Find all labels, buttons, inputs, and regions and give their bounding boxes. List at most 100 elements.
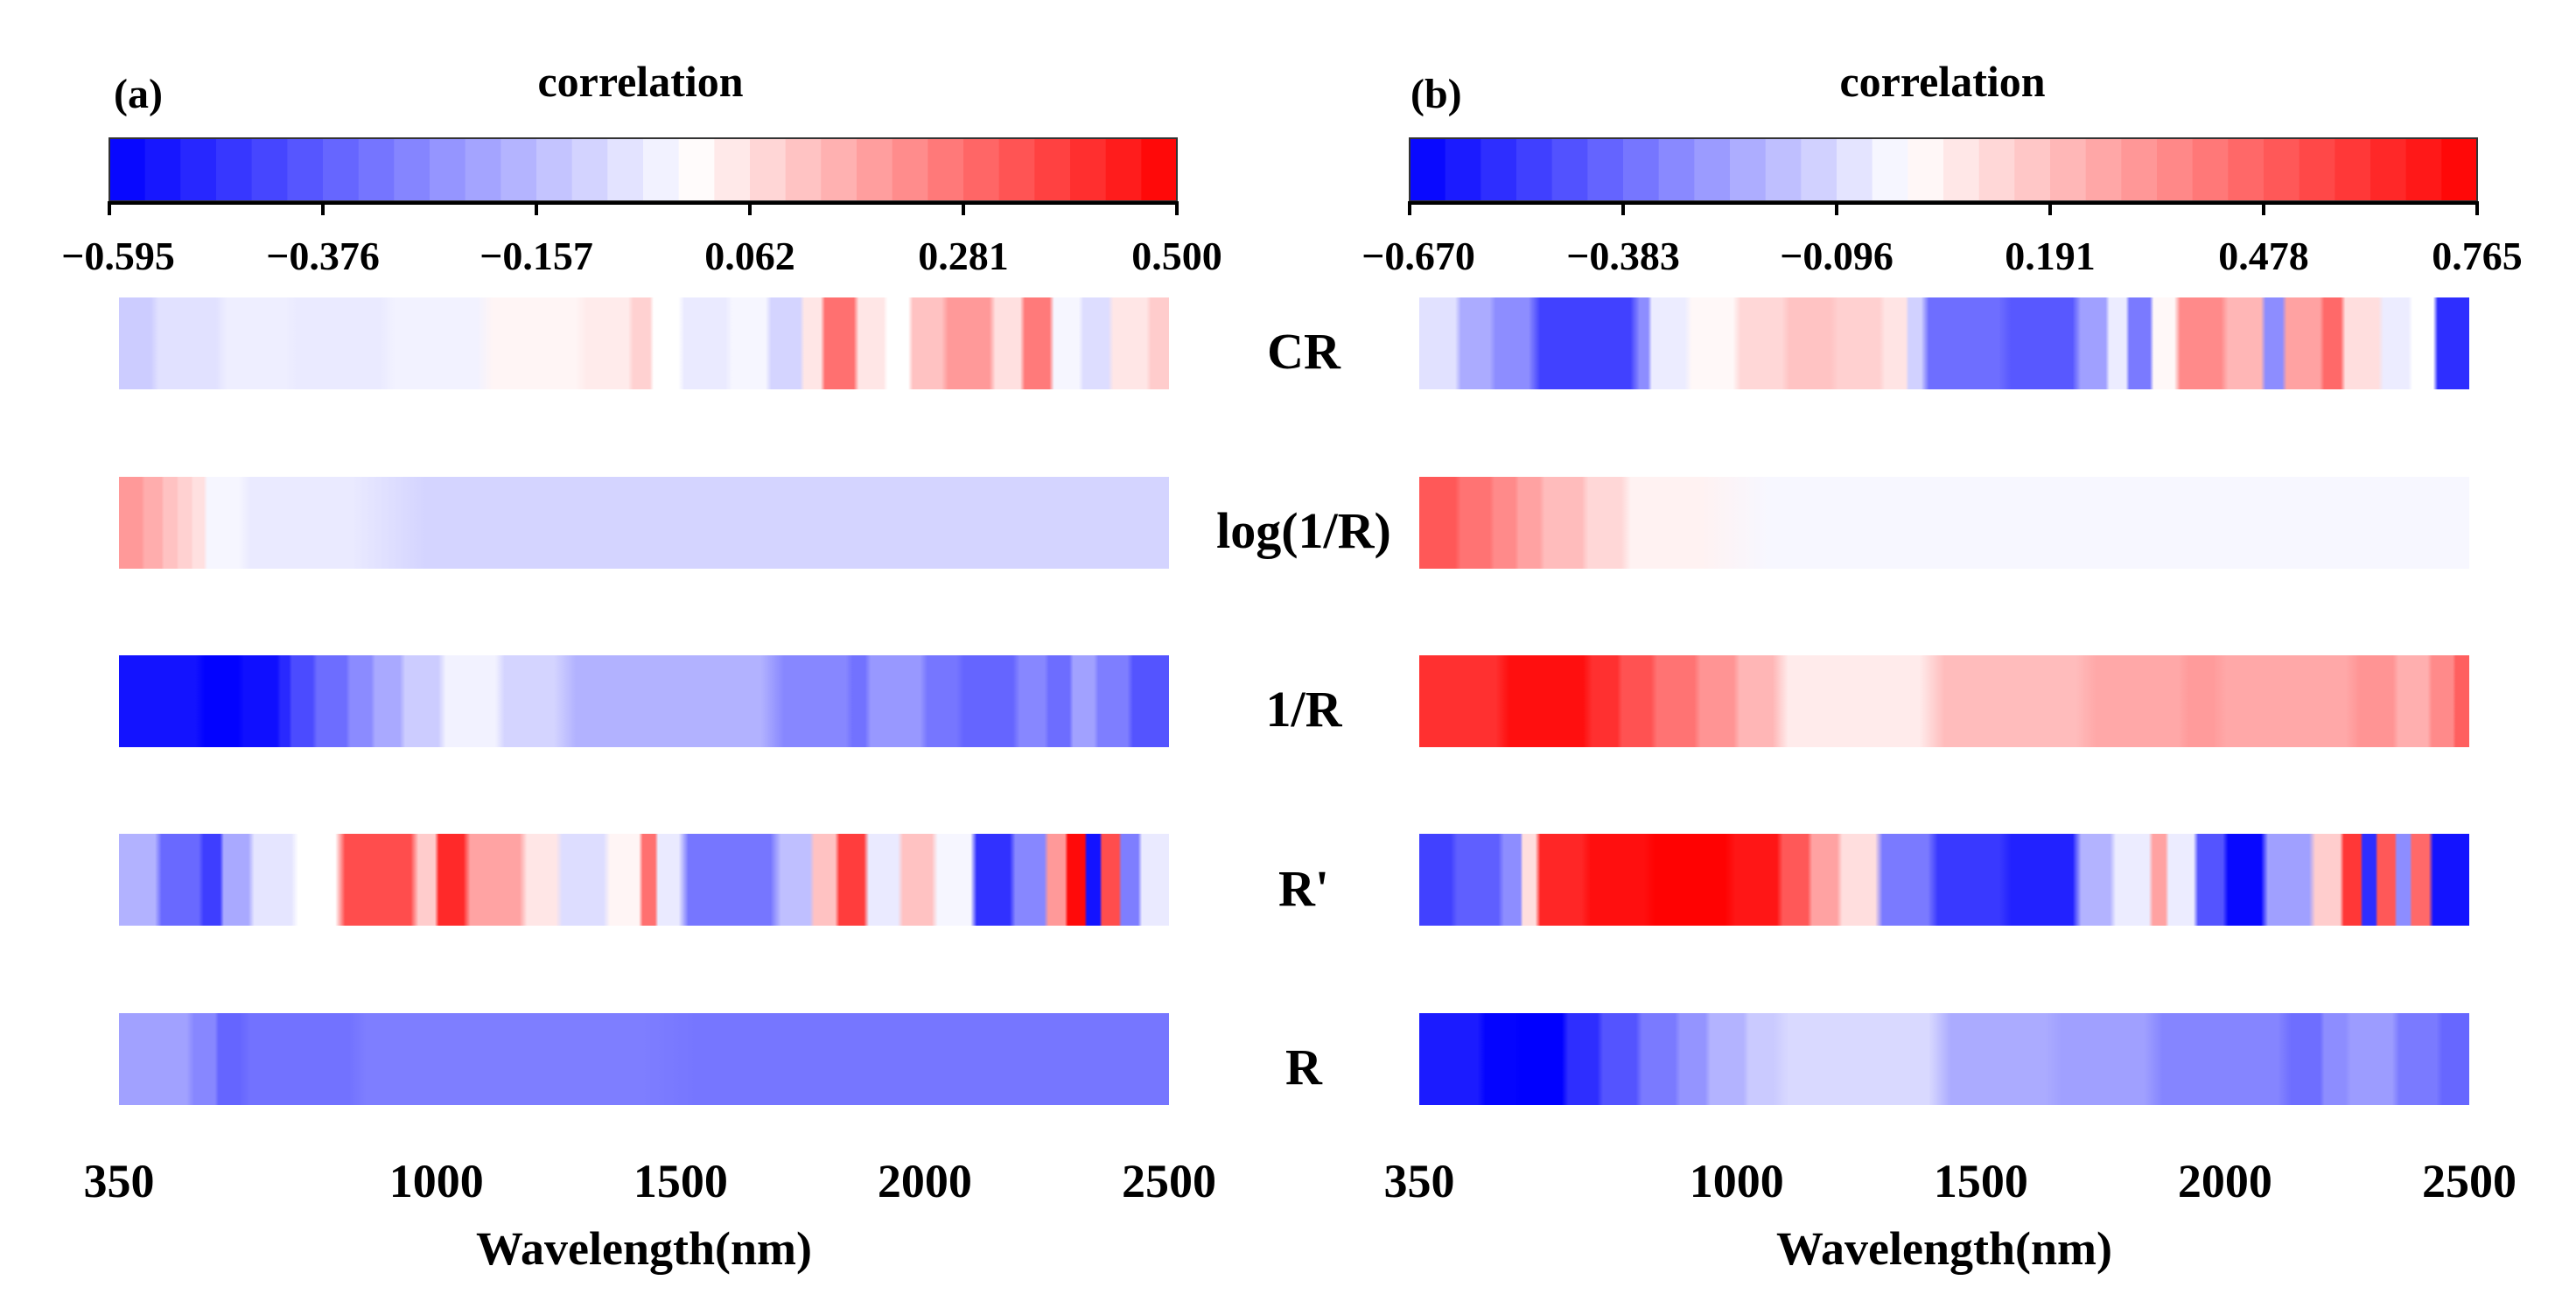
heatmap-cell bbox=[1590, 655, 1619, 747]
heatmap-cell bbox=[2152, 834, 2166, 926]
colorbar-block bbox=[857, 138, 893, 201]
heatmap-cell bbox=[524, 834, 558, 926]
heatmap-cell bbox=[242, 1013, 359, 1105]
heatmap-cell bbox=[1046, 655, 1071, 747]
heatmap-cell bbox=[486, 297, 584, 389]
heatmap-cell bbox=[944, 297, 993, 389]
heatmap-cell bbox=[2454, 655, 2469, 747]
heatmap-row-1r bbox=[119, 655, 1169, 747]
heatmap-cell bbox=[290, 655, 314, 747]
colorbar-tick-label: 0.478 bbox=[2218, 234, 2309, 278]
heatmap-cell bbox=[1517, 477, 1542, 569]
panel-label: (a) bbox=[114, 71, 163, 117]
colorbar-block bbox=[2157, 138, 2194, 201]
colorbar-title: correlation bbox=[1839, 57, 2045, 106]
heatmap-cell bbox=[851, 655, 866, 747]
heatmap-cell bbox=[2078, 834, 2112, 926]
colorbar-block bbox=[1410, 138, 1446, 201]
heatmap-cell bbox=[1639, 1013, 1678, 1105]
heatmap-cell bbox=[1737, 655, 1776, 747]
x-tick-label: 2500 bbox=[2422, 1155, 2516, 1207]
colorbar-block bbox=[1872, 138, 1909, 201]
heatmap-cell bbox=[2264, 297, 2284, 389]
heatmap-cell bbox=[280, 655, 290, 747]
colorbar-tick-label: −0.595 bbox=[61, 234, 175, 278]
heatmap-cell bbox=[2411, 297, 2435, 389]
heatmap-band bbox=[1419, 834, 2469, 926]
heatmap-cell bbox=[437, 834, 466, 926]
heatmap-cell bbox=[2357, 655, 2397, 747]
heatmap-cell bbox=[925, 655, 959, 747]
heatmap-cell bbox=[2342, 834, 2362, 926]
colorbar-block bbox=[251, 138, 289, 201]
heatmap-cell bbox=[416, 834, 436, 926]
colorbar: −0.595 −0.376 −0.157 0.062 0.281 0.500 bbox=[61, 137, 1222, 278]
heatmap-cell bbox=[2396, 834, 2411, 926]
colorbar-tick-label: 0.765 bbox=[2432, 234, 2523, 278]
heatmap-cell bbox=[242, 477, 361, 569]
x-tick-label: 350 bbox=[84, 1155, 155, 1207]
heatmap-cell bbox=[866, 655, 925, 747]
heatmap-cell bbox=[2225, 834, 2264, 926]
heatmap-row-r bbox=[119, 834, 1169, 926]
heatmap-cell bbox=[290, 297, 388, 389]
heatmap-cell bbox=[202, 834, 221, 926]
heatmap-cell bbox=[1522, 834, 1536, 926]
heatmap-cell bbox=[144, 477, 163, 569]
heatmap-cell bbox=[730, 297, 769, 389]
colorbar-title: correlation bbox=[537, 57, 743, 106]
colorbar-block bbox=[963, 138, 1000, 201]
heatmap-cell bbox=[388, 297, 486, 389]
row-label: 1/R bbox=[1266, 681, 1343, 738]
heatmap-cell bbox=[1012, 834, 1046, 926]
colorbar-block bbox=[1765, 138, 1802, 201]
x-tick-label: 1000 bbox=[389, 1155, 484, 1207]
x-tick-label: 2000 bbox=[2178, 1155, 2272, 1207]
heatmap-cell bbox=[2430, 834, 2469, 926]
heatmap-cell bbox=[2396, 655, 2430, 747]
colorbar-block bbox=[2192, 138, 2230, 201]
heatmap-cell bbox=[558, 655, 778, 747]
heatmap-cell bbox=[1688, 297, 1737, 389]
heatmap-cell bbox=[1624, 477, 1707, 569]
heatmap-cell bbox=[1110, 297, 1150, 389]
heatmap-cell bbox=[1639, 297, 1648, 389]
heatmap-cell bbox=[802, 297, 822, 389]
heatmap-cell bbox=[993, 297, 1022, 389]
heatmap-cell bbox=[1493, 297, 1532, 389]
heatmap-cell bbox=[1883, 297, 1908, 389]
row-label: log(1/R) bbox=[1216, 502, 1391, 559]
heatmap-band bbox=[1419, 297, 2469, 389]
colorbar-block bbox=[2085, 138, 2123, 201]
heatmap-cell bbox=[974, 834, 1013, 926]
heatmap-band bbox=[119, 655, 1169, 747]
heatmap-cell bbox=[221, 834, 250, 926]
heatmap-cell bbox=[2113, 834, 2152, 926]
heatmap-cell bbox=[1101, 834, 1120, 926]
heatmap-cell bbox=[441, 655, 500, 747]
row-label: R bbox=[1285, 1039, 1323, 1095]
colorbar-block bbox=[394, 138, 430, 201]
heatmap-cell bbox=[1120, 834, 1139, 926]
heatmap-cell bbox=[1419, 297, 1459, 389]
heatmap-cell bbox=[2362, 834, 2376, 926]
colorbar-tick-label: 0.062 bbox=[704, 234, 795, 278]
heatmap-cell bbox=[1648, 834, 1732, 926]
heatmap-cell bbox=[959, 655, 1018, 747]
heatmap-cell bbox=[119, 655, 202, 747]
heatmap-cell bbox=[192, 477, 205, 569]
heatmap-cell bbox=[2411, 834, 2430, 926]
colorbar-block bbox=[1141, 138, 1178, 201]
colorbar-block bbox=[1070, 138, 1107, 201]
heatmap-cell bbox=[2166, 834, 2195, 926]
colorbar-block bbox=[465, 138, 502, 201]
colorbar-block bbox=[2014, 138, 2051, 201]
heatmap-cell bbox=[1654, 655, 1698, 747]
heatmap-cell bbox=[836, 834, 865, 926]
colorbar-block bbox=[643, 138, 680, 201]
colorbar-block bbox=[1801, 138, 1838, 201]
colorbar-tick-label: −0.096 bbox=[1780, 234, 1894, 278]
heatmap-row-cr bbox=[1419, 297, 2469, 389]
heatmap-cell bbox=[1150, 297, 1169, 389]
